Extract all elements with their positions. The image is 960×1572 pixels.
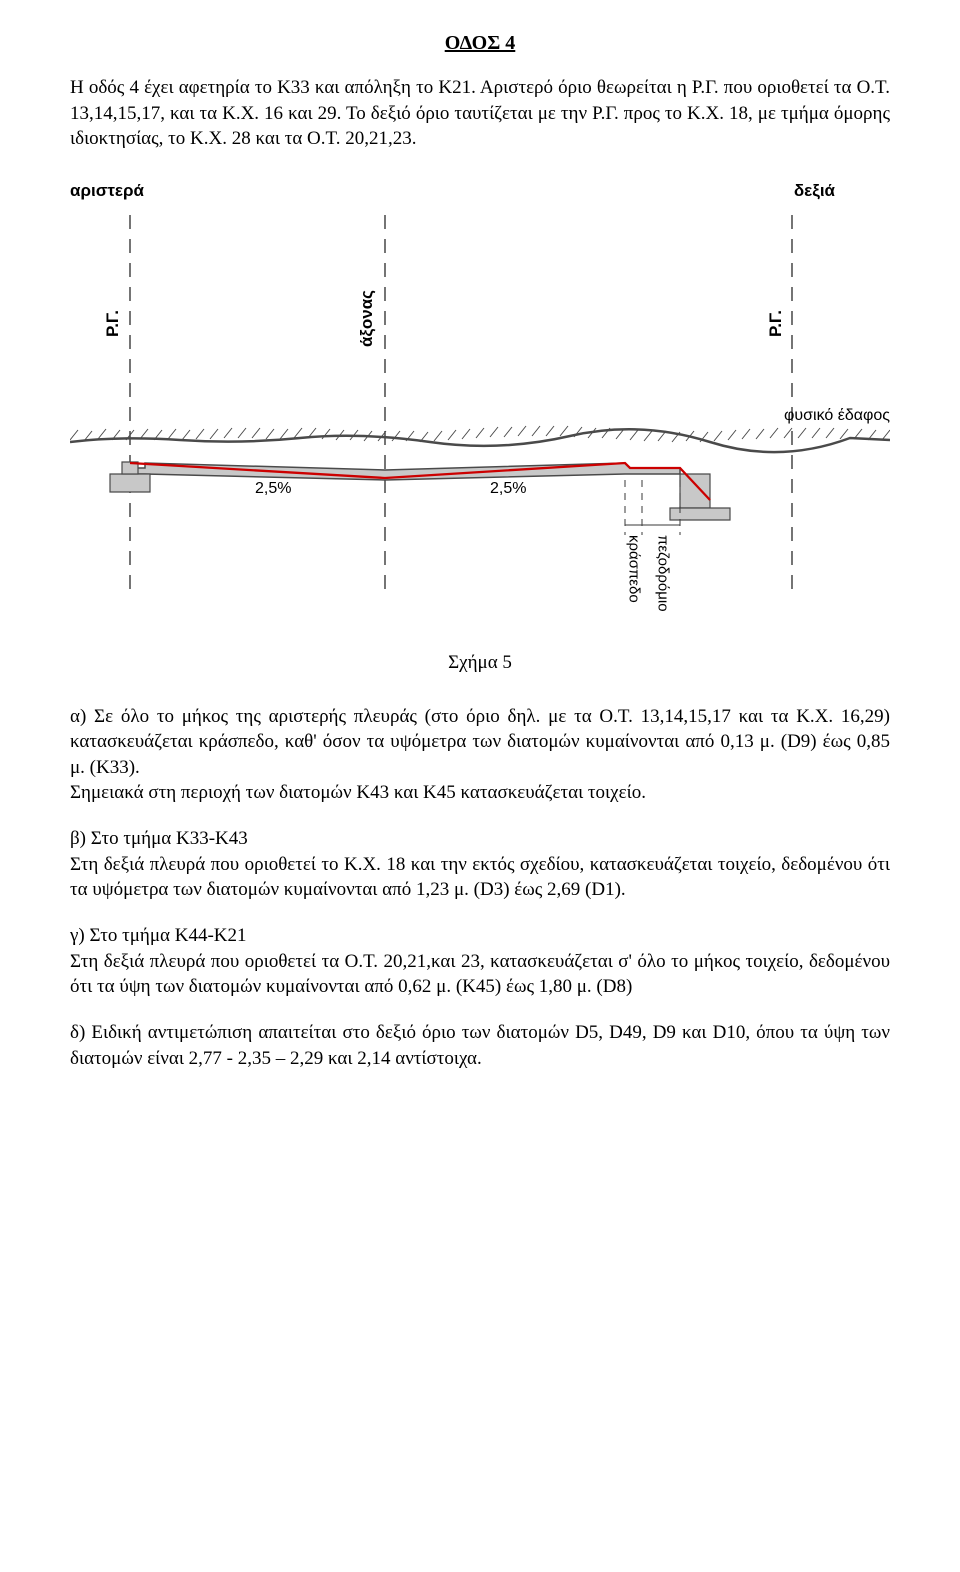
paragraph-d: δ) Ειδική αντιμετώπιση απαιτείται στο δε… xyxy=(70,1020,890,1071)
label-slope-left: 2,5% xyxy=(255,478,291,500)
intro-paragraph: Η οδός 4 έχει αφετηρία το Κ33 και απόληξ… xyxy=(70,75,890,152)
label-sidewalk: πεζοδρόμιο xyxy=(652,535,672,612)
paragraph-b: β) Στο τμήμα Κ33-Κ43 Στη δεξιά πλευρά πο… xyxy=(70,826,890,903)
label-kerb: κράσπεδο xyxy=(623,535,643,603)
label-axis: άξονας xyxy=(356,290,379,347)
cross-section-svg xyxy=(70,180,890,640)
paragraph-c: γ) Στο τμήμα Κ44-Κ21 Στη δεξιά πλευρά πο… xyxy=(70,923,890,1000)
page-title: ΟΔΟΣ 4 xyxy=(70,30,890,57)
figure-caption: Σχήμα 5 xyxy=(70,650,890,676)
figure-5: αριστερά δεξιά xyxy=(70,180,890,640)
label-rg-left: Ρ.Γ. xyxy=(102,310,125,337)
paragraph-a: α) Σε όλο το μήκος της αριστερής πλευράς… xyxy=(70,704,890,807)
label-slope-right: 2,5% xyxy=(490,478,526,500)
label-rg-right: Ρ.Γ. xyxy=(765,310,788,337)
label-ground: φυσικό έδαφος xyxy=(784,405,890,427)
